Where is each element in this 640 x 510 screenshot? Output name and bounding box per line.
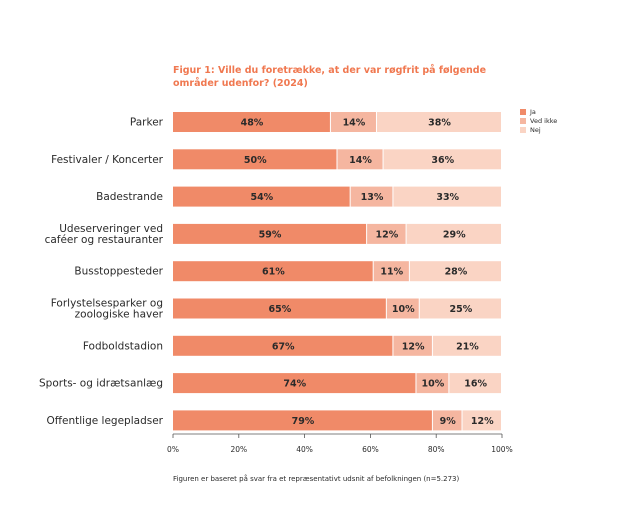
category-label: caféer og restauranter <box>45 234 164 246</box>
x-tick-label: 60% <box>362 445 379 454</box>
bar-segment-ved-ikke <box>337 149 383 170</box>
data-label: 12% <box>402 341 425 352</box>
bar-segment-ved-ikke <box>416 373 449 394</box>
bar-segment-nej <box>406 223 501 244</box>
bar-segment-nej <box>432 335 501 356</box>
category-label: Sports- og idrætsanlæg <box>39 378 163 390</box>
bar-segment-nej <box>449 373 501 394</box>
bar-segment-ved-ikke <box>393 335 432 356</box>
bar-segment-ja <box>173 149 337 170</box>
data-label: 33% <box>436 192 459 203</box>
x-tick-label: 40% <box>296 445 313 454</box>
bar-segment-ja <box>173 186 350 207</box>
legend-swatch <box>520 118 526 124</box>
bar-segment-ja <box>173 112 330 132</box>
data-label: 21% <box>456 341 479 352</box>
x-tick-label: 100% <box>491 445 512 454</box>
chart-title-line: Figur 1: Ville du foretrække, at der var… <box>173 65 486 76</box>
legend-label: Ved ikke <box>530 117 557 125</box>
data-label: 79% <box>292 416 315 427</box>
legend-label: Ja <box>529 108 536 116</box>
data-label: 65% <box>269 304 292 315</box>
legend-swatch <box>520 127 526 133</box>
category-label: Offentlige legepladser <box>47 415 164 427</box>
data-label: 54% <box>250 192 273 203</box>
data-label: 48% <box>241 118 264 129</box>
data-label: 11% <box>380 267 403 278</box>
x-tick-label: 0% <box>167 445 179 454</box>
data-label: 16% <box>464 379 487 390</box>
bar-segment-ja <box>173 298 386 319</box>
data-label: 38% <box>428 118 451 129</box>
data-label: 59% <box>259 229 282 240</box>
category-label: Udeserveringer ved <box>59 223 163 235</box>
x-tick-label: 80% <box>428 445 445 454</box>
data-label: 12% <box>375 229 398 240</box>
bar-segment-ja <box>173 410 432 431</box>
x-tick-label: 20% <box>230 445 247 454</box>
bar-segment-nej <box>462 410 501 431</box>
legend-label: Nej <box>530 126 541 134</box>
data-label: 61% <box>262 267 285 278</box>
bar-segment-nej <box>383 149 501 170</box>
data-label: 36% <box>431 155 454 166</box>
category-label: Badestrande <box>96 191 163 203</box>
bar-segment-ved-ikke <box>367 223 406 244</box>
bar-segment-ved-ikke <box>330 112 376 132</box>
category-label: Busstoppesteder <box>74 266 163 278</box>
data-label: 10% <box>392 304 415 315</box>
bar-segment-ja <box>173 335 393 356</box>
bar-segment-nej <box>393 186 501 207</box>
chart-title-line: områder udenfor? (2024) <box>173 78 308 89</box>
category-label: Festivaler / Koncerter <box>51 154 164 166</box>
data-label: 74% <box>283 379 306 390</box>
bar-segment-ved-ikke <box>350 186 393 207</box>
bar-segment-ved-ikke <box>432 410 462 431</box>
category-label: Fodboldstadion <box>83 340 163 352</box>
data-label: 67% <box>272 341 295 352</box>
data-label: 9% <box>440 416 457 427</box>
bar-segment-nej <box>376 112 501 132</box>
data-label: 28% <box>445 267 468 278</box>
legend-swatch <box>520 109 526 115</box>
bar-segment-ja <box>173 223 367 244</box>
data-label: 50% <box>244 155 267 166</box>
data-label: 10% <box>422 379 445 390</box>
bar-segment-nej <box>409 261 501 282</box>
data-label: 14% <box>349 155 372 166</box>
category-label: zoologiske haver <box>75 309 164 321</box>
chart-footnote: Figuren er baseret på svar fra et repræs… <box>173 474 460 483</box>
data-label: 13% <box>361 192 384 203</box>
bar-segment-nej <box>419 298 501 319</box>
category-label: Parker <box>130 117 164 129</box>
category-label: Forlystelsesparker og <box>51 298 163 310</box>
bar-segment-ved-ikke <box>373 261 409 282</box>
data-label: 12% <box>471 416 494 427</box>
bar-segment-ved-ikke <box>386 298 419 319</box>
data-label: 29% <box>443 229 466 240</box>
data-label: 14% <box>343 118 366 129</box>
bar-segment-ja <box>173 373 416 394</box>
data-label: 25% <box>450 304 473 315</box>
bar-segment-ja <box>173 261 373 282</box>
